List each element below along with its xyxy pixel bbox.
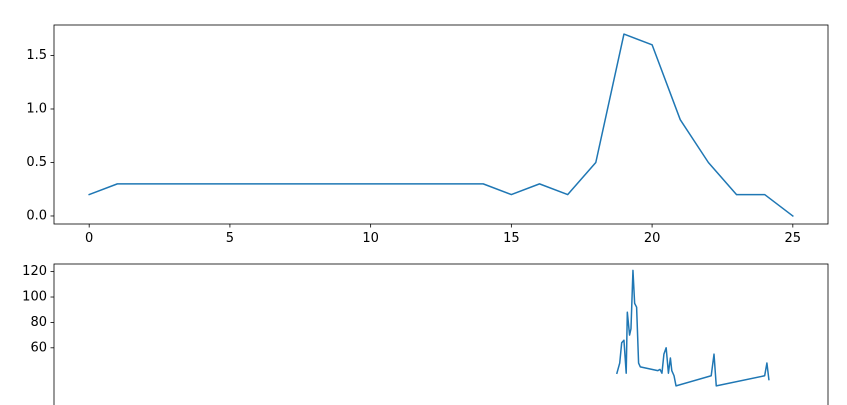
y-tick-label-bottom-0: 60 bbox=[30, 340, 47, 355]
y-tick-label-top-2: 1.0 bbox=[26, 101, 47, 116]
series-line-bottom bbox=[615, 269, 770, 387]
y-tick-label-top-0: 0.0 bbox=[26, 208, 47, 223]
x-tick-label-top-5: 25 bbox=[785, 231, 802, 246]
x-tick-label-top-2: 10 bbox=[362, 231, 379, 246]
chart-bottom: 60 80 100 120 bbox=[22, 263, 829, 405]
series-line-top bbox=[88, 33, 794, 218]
y-tick-label-bottom-2: 100 bbox=[22, 290, 47, 305]
chart-top: 0.0 0.5 1.0 1.5 0 5 10 15 20 25 bbox=[26, 24, 829, 246]
plot-area-top bbox=[54, 25, 828, 224]
plot-frame-top bbox=[53, 24, 829, 225]
y-tick-label-top-1: 0.5 bbox=[26, 155, 47, 170]
x-tick-label-top-1: 5 bbox=[226, 231, 234, 246]
x-tick-label-top-3: 15 bbox=[503, 231, 520, 246]
y-tick-label-bottom-3: 120 bbox=[22, 264, 47, 279]
plot-frame-bottom bbox=[53, 263, 829, 405]
y-tick-label-top-3: 1.5 bbox=[26, 48, 47, 63]
x-tick-label-top-4: 20 bbox=[644, 231, 661, 246]
plot-area-bottom bbox=[54, 264, 828, 405]
y-tick-label-bottom-1: 80 bbox=[30, 315, 47, 330]
ticks-bottom: 60 80 100 120 bbox=[22, 264, 54, 355]
ticks-top: 0.0 0.5 1.0 1.5 0 5 10 15 20 25 bbox=[26, 48, 801, 246]
x-tick-label-top-0: 0 bbox=[85, 231, 93, 246]
